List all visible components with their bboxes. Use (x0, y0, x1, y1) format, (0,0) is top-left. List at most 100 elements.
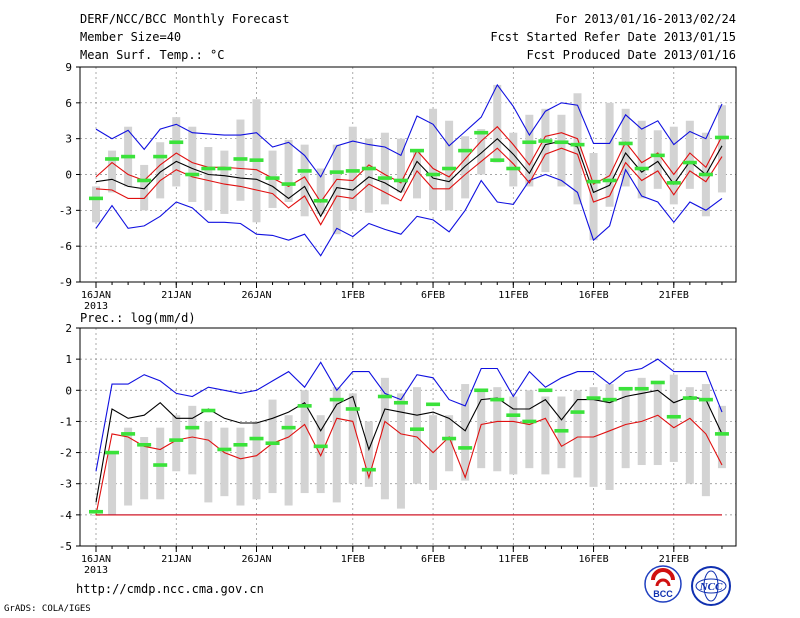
x-tick-label: 16JAN (81, 554, 111, 565)
range-box (156, 142, 165, 199)
y-tick-label: -1 (59, 415, 72, 428)
outer-upper-line (95, 358, 723, 472)
median-mark (89, 509, 103, 514)
member-size: Member Size=40 (80, 30, 182, 44)
median-mark (329, 170, 344, 174)
bcc-logo: BCC (644, 565, 682, 603)
plot-frame (79, 327, 737, 547)
median-mark (650, 380, 665, 385)
x-tick-label: 1FEB (341, 554, 365, 565)
x-tick-sublabel: 2013 (84, 301, 108, 312)
median-mark (217, 166, 232, 171)
range-box (605, 102, 614, 207)
median-mark (602, 178, 617, 183)
range-box (461, 384, 470, 481)
x-tick-label: 16FEB (578, 554, 608, 565)
median-mark (233, 442, 248, 447)
median-mark (682, 160, 697, 165)
median-mark (361, 467, 376, 472)
x-tick-label: 16FEB (578, 290, 608, 301)
range-box (637, 120, 646, 199)
median-mark (458, 148, 473, 153)
range-box (220, 150, 229, 214)
median-mark (538, 139, 553, 143)
x-tick-label: 6FEB (421, 290, 445, 301)
y-tick-label: -3 (59, 478, 72, 491)
median-mark (506, 166, 521, 171)
median-mark (410, 148, 424, 153)
x-tick-label: 11FEB (498, 290, 528, 301)
grads-credit: GrADS: COLA/IGES (4, 604, 91, 614)
range-box (509, 396, 518, 475)
y-tick-label: 9 (65, 61, 72, 74)
median-mark (361, 166, 376, 171)
x-tick-label: 26JAN (241, 290, 271, 301)
range-box (252, 421, 261, 500)
median-mark (490, 397, 505, 402)
x-tick-label: 26JAN (241, 554, 271, 565)
range-box (300, 390, 309, 494)
median-mark (618, 386, 633, 391)
median-mark (345, 407, 360, 411)
x-tick-label: 21FEB (659, 554, 689, 565)
ncc-logo-text: NCC (699, 581, 723, 593)
forecast-period: For 2013/01/16-2013/02/24 (555, 12, 736, 26)
median-mark (714, 432, 729, 436)
range-box (204, 421, 213, 503)
range-box (348, 126, 357, 211)
range-box (188, 126, 197, 202)
range-box (413, 387, 421, 484)
median-mark (634, 386, 649, 391)
range-box (493, 84, 502, 163)
range-box (477, 129, 486, 175)
median-mark (153, 463, 168, 467)
median-mark (554, 428, 569, 433)
median-mark (377, 394, 392, 399)
y-tick-label: -5 (59, 540, 72, 553)
range-box (509, 132, 518, 187)
range-box (364, 421, 373, 487)
y-tick-label: -3 (59, 204, 72, 217)
median-mark (217, 447, 232, 452)
median-mark (714, 135, 729, 140)
median-mark (634, 166, 649, 171)
chart-title: DERF/NCC/BCC Monthly Forecast (80, 12, 290, 26)
y-tick-label: -6 (59, 240, 72, 253)
x-tick-sublabel: 2013 (84, 565, 108, 576)
range-box (525, 390, 534, 469)
median-mark (169, 140, 184, 145)
median-mark (265, 176, 280, 180)
range-box (348, 393, 357, 484)
precip-label: Prec.: log(mm/d) (80, 311, 196, 325)
median-mark (121, 154, 136, 159)
x-tick-label: 21FEB (659, 290, 689, 301)
median-mark (105, 157, 120, 161)
range-box (396, 138, 405, 193)
range-box (172, 117, 181, 187)
range-box (332, 144, 341, 235)
median-mark (522, 140, 537, 145)
range-box (140, 437, 149, 500)
range-box (621, 108, 630, 187)
median-mark (121, 432, 136, 436)
range-box (108, 452, 117, 515)
median-mark (89, 196, 103, 201)
range-box (429, 108, 438, 211)
median-mark (393, 178, 408, 183)
range-box (541, 396, 550, 475)
range-box (204, 147, 213, 211)
ensemble-mean-line (95, 137, 723, 218)
range-box (364, 138, 373, 213)
range-box (573, 390, 582, 478)
median-mark (698, 172, 713, 177)
median-mark (233, 157, 248, 161)
range-box (685, 387, 694, 484)
x-tick-label: 16JAN (81, 290, 111, 301)
median-mark (666, 414, 681, 419)
median-mark (393, 400, 408, 405)
inner-upper-line (95, 125, 723, 203)
y-tick-label: 0 (65, 169, 72, 182)
median-mark (169, 438, 184, 442)
variable-label: Mean Surf. Temp.: °C (80, 48, 225, 62)
